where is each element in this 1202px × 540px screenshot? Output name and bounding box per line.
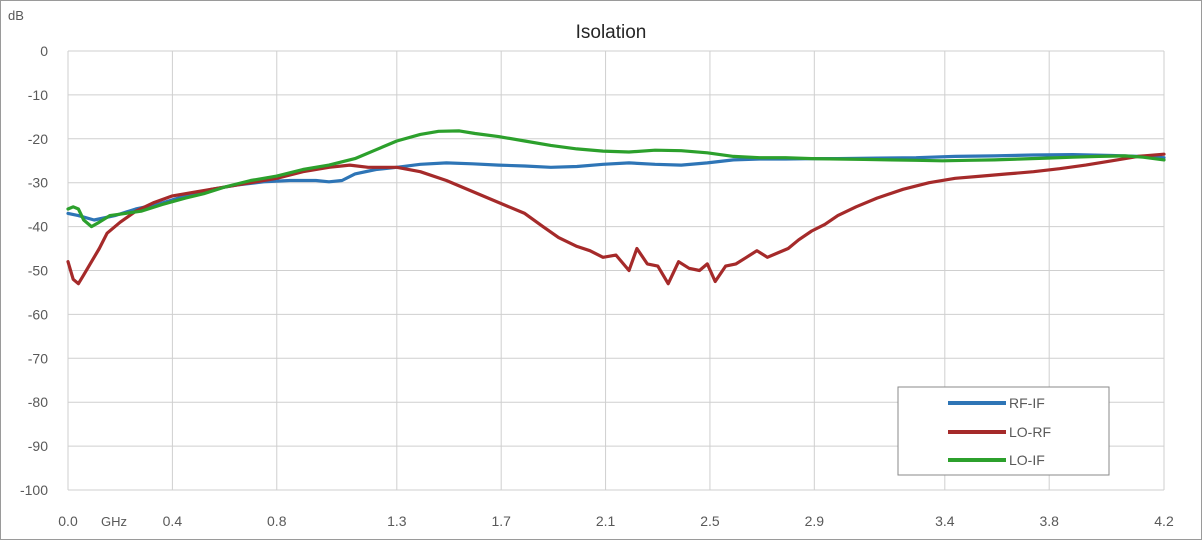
y-tick-label: -60 bbox=[28, 306, 48, 322]
y-tick-label: 0 bbox=[40, 43, 48, 59]
y-tick-labels: 0 -10 -20 -30 -40 -50 -60 -70 -80 -90 -100 bbox=[20, 43, 48, 498]
x-tick-label: 1.7 bbox=[491, 513, 511, 529]
x-tick-label: 4.2 bbox=[1154, 513, 1174, 529]
y-tick-label: -100 bbox=[20, 482, 48, 498]
series-line-lo-if bbox=[66, 129, 1166, 229]
y-tick-label: -40 bbox=[28, 219, 48, 235]
x-axis-unit: GHz bbox=[101, 514, 127, 529]
x-tick-label: 2.5 bbox=[700, 513, 720, 529]
chart-title: Isolation bbox=[576, 22, 647, 43]
series-line-lo-rf bbox=[66, 152, 1166, 286]
x-tick-label: 0.4 bbox=[163, 513, 183, 529]
y-tick-label: -70 bbox=[28, 350, 48, 366]
x-tick-label: 0.0 bbox=[58, 513, 78, 529]
x-tick-labels: 0.0 0.4 0.8 1.3 1.7 2.1 2.5 2.9 3.4 3.8 4.2 bbox=[58, 513, 1174, 529]
y-tick-label: -10 bbox=[28, 87, 48, 103]
x-tick-label: 2.1 bbox=[596, 513, 616, 529]
series-lines bbox=[66, 129, 1166, 286]
legend-label: LO-RF bbox=[1009, 424, 1051, 440]
x-tick-label: 3.4 bbox=[935, 513, 955, 529]
x-tick-label: 3.8 bbox=[1039, 513, 1059, 529]
y-tick-label: -20 bbox=[28, 131, 48, 147]
legend-label: RF-IF bbox=[1009, 395, 1045, 411]
y-tick-label: -50 bbox=[28, 263, 48, 279]
x-tick-label: 0.8 bbox=[267, 513, 287, 529]
x-tick-label: 2.9 bbox=[805, 513, 825, 529]
legend: RF-IF LO-RF LO-IF bbox=[897, 386, 1110, 476]
legend-label: LO-IF bbox=[1009, 452, 1045, 468]
y-tick-label: -80 bbox=[28, 394, 48, 410]
y-tick-label: -90 bbox=[28, 438, 48, 454]
y-axis-unit: dB bbox=[8, 8, 24, 23]
y-tick-label: -30 bbox=[28, 175, 48, 191]
x-tick-label: 1.3 bbox=[387, 513, 407, 529]
